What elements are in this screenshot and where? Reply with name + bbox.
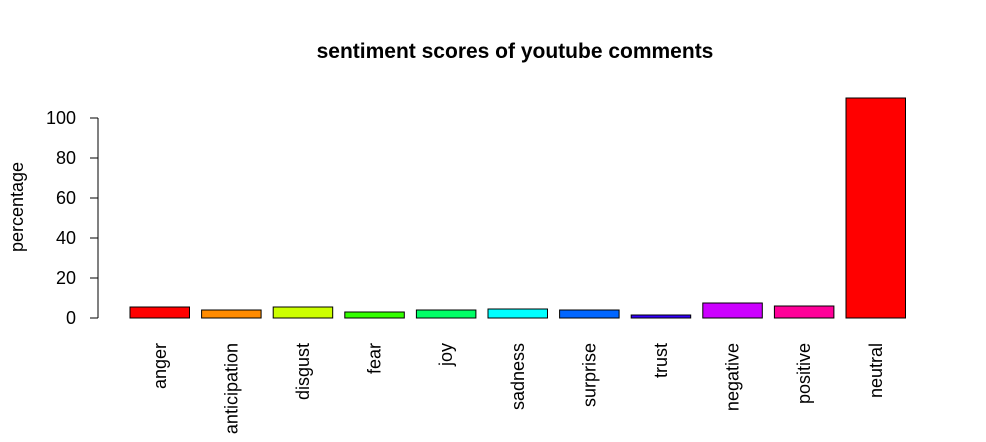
bar-sadness bbox=[487, 308, 548, 319]
bar-negative bbox=[702, 302, 763, 319]
category-label-neutral: neutral bbox=[866, 343, 886, 398]
bar-fear bbox=[344, 311, 405, 319]
bar-positive bbox=[773, 305, 835, 319]
category-label-disgust: disgust bbox=[293, 343, 313, 400]
category-label-surprise: surprise bbox=[579, 343, 599, 407]
bars bbox=[129, 97, 906, 319]
bar-anticipation bbox=[201, 309, 262, 319]
bar-trust bbox=[630, 314, 692, 319]
y-tick-label: 20 bbox=[56, 268, 76, 288]
category-label-sadness: sadness bbox=[508, 343, 528, 410]
y-axis: 0 20 40 60 80 100 bbox=[46, 108, 99, 328]
bar-neutral bbox=[845, 97, 906, 319]
y-tick-label: 100 bbox=[46, 108, 76, 128]
y-tick-label: 80 bbox=[56, 148, 76, 168]
category-label-negative: negative bbox=[723, 343, 743, 411]
category-labels: anger anticipation disgust fear joy sadness su… bbox=[150, 343, 886, 434]
category-label-anger: anger bbox=[150, 343, 170, 389]
chart-title: sentiment scores of youtube comments bbox=[317, 40, 714, 63]
y-tick-label: 0 bbox=[66, 308, 76, 328]
category-label-anticipation: anticipation bbox=[221, 343, 241, 434]
y-tick-label: 40 bbox=[56, 228, 76, 248]
bar-joy bbox=[415, 309, 477, 319]
bar-surprise bbox=[559, 309, 620, 319]
y-axis-label: percentage bbox=[7, 162, 27, 252]
category-label-joy: joy bbox=[436, 343, 456, 367]
y-tick-label: 60 bbox=[56, 188, 76, 208]
category-label-fear: fear bbox=[365, 343, 385, 374]
bar-anger bbox=[129, 306, 190, 319]
category-label-trust: trust bbox=[651, 343, 671, 378]
bar-disgust bbox=[272, 306, 334, 319]
category-label-positive: positive bbox=[794, 343, 814, 404]
